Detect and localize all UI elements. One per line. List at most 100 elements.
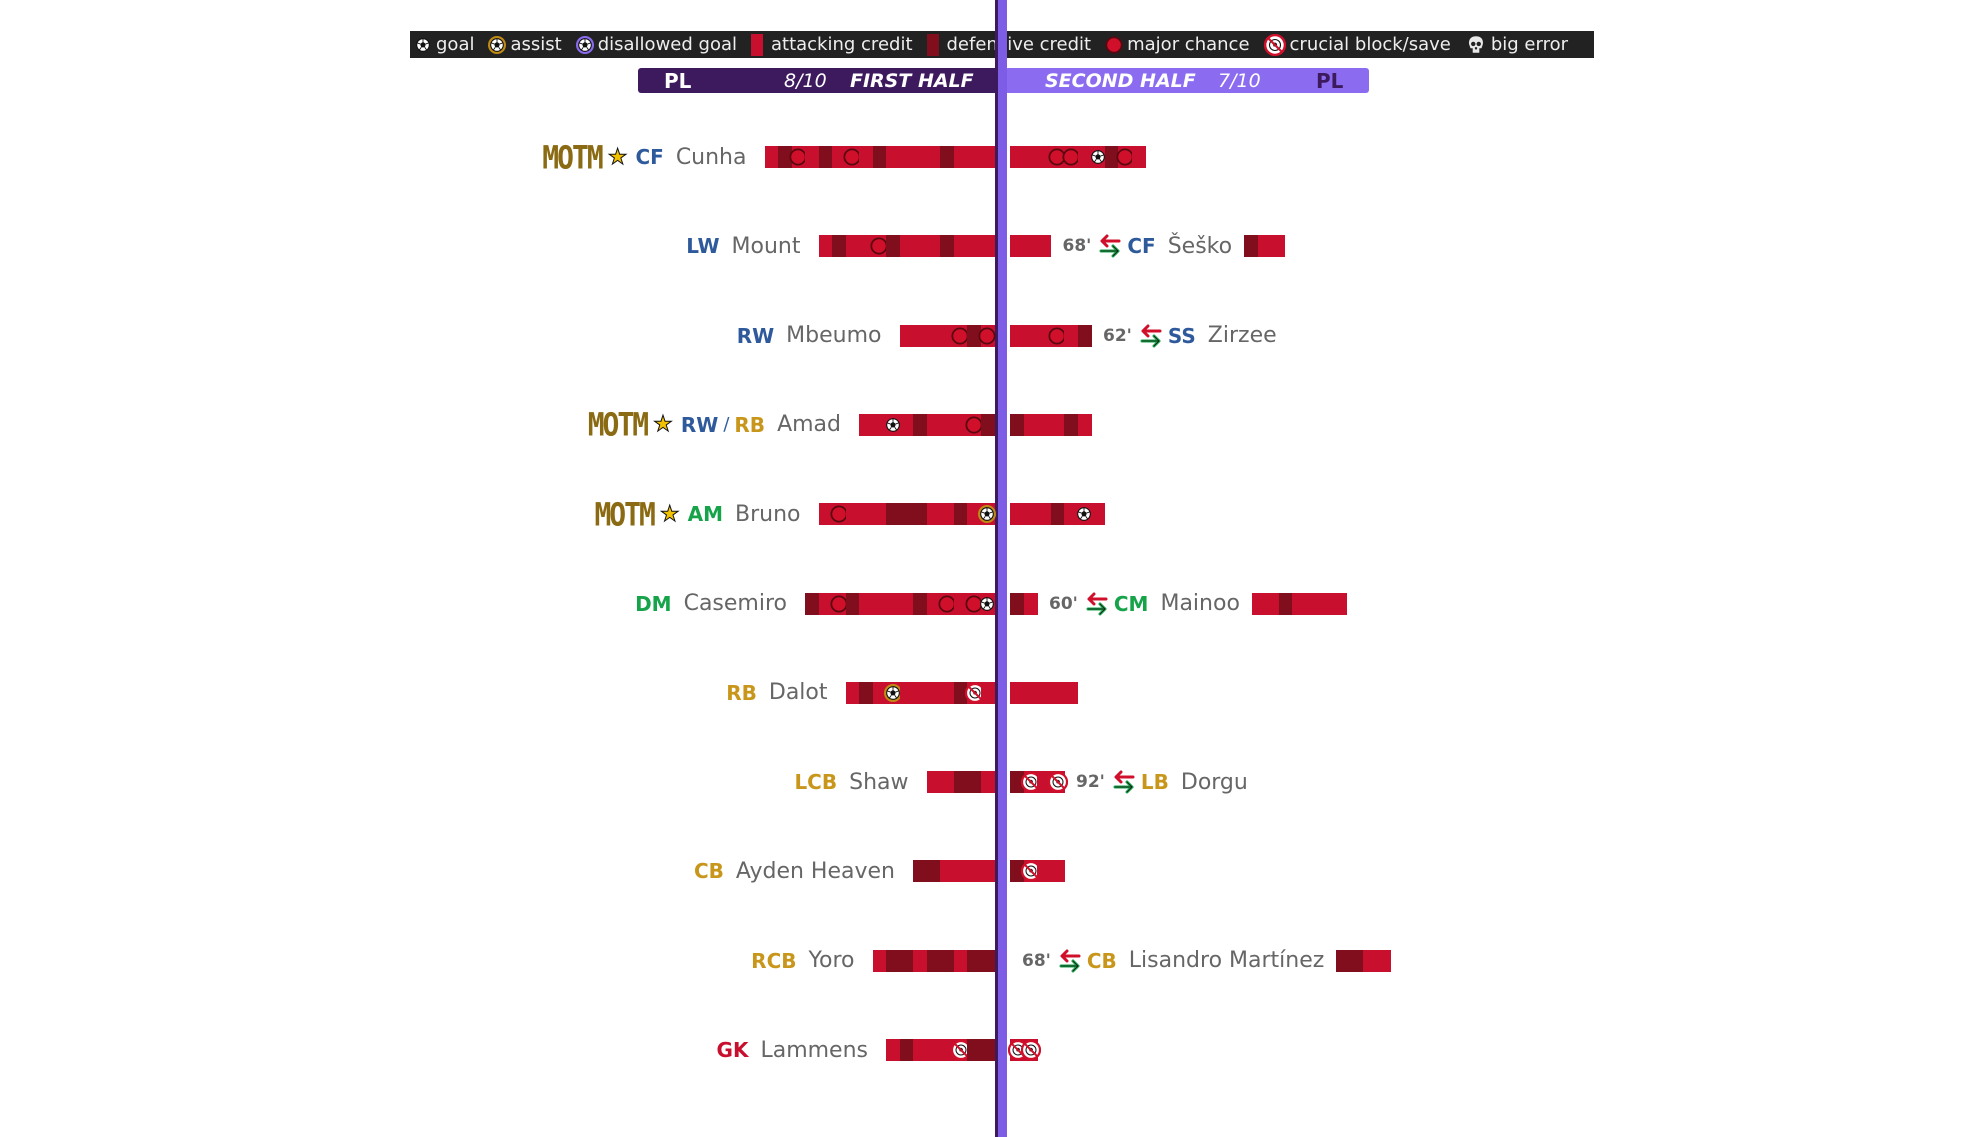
position-separator: /: [723, 414, 730, 436]
attacking-credit-segment: [1037, 235, 1052, 258]
attacking-credit-segment: [845, 681, 860, 704]
attacking-credit-segment: [805, 146, 820, 168]
attacking-credit-segment: [1376, 949, 1391, 972]
bar-sub-5: [1251, 592, 1348, 615]
defensive-credit-segment: [1104, 146, 1119, 168]
attacking-credit-segment: [899, 592, 914, 615]
defensive-credit-segment: [967, 324, 982, 347]
position-label: RB: [734, 412, 766, 437]
position-label: RB: [726, 680, 757, 705]
goal-icon: [414, 36, 432, 54]
player-name: Zirzee: [1207, 323, 1277, 349]
defensive-credit-icon: [926, 33, 943, 56]
motm-label: MOTM: [542, 138, 603, 176]
attacking-credit-segment: [913, 235, 928, 258]
attacking-credit-segment: [913, 146, 928, 168]
defensive-credit-segment: [1010, 413, 1025, 436]
major-chance-icon: [978, 327, 996, 345]
defensive-credit-segment: [1278, 592, 1294, 615]
player-name: Amad: [777, 412, 841, 438]
substitute-label-7: 92' LB Dorgu: [1076, 764, 1248, 800]
defensive-credit-segment: [980, 949, 995, 972]
attacking-credit-segment: [859, 503, 874, 526]
attacking-credit-segment: [859, 146, 874, 168]
bar-first-6: [845, 681, 995, 704]
attacking-credit-segment: [940, 681, 955, 704]
defensive-credit-segment: [1349, 949, 1364, 972]
starter-label-9: RCB Yoro: [751, 943, 854, 979]
attacking-credit-segment: [886, 146, 901, 168]
attacking-credit-segment: [940, 771, 955, 794]
bar-second-10: [1007, 1039, 1042, 1061]
position-label: RCB: [751, 948, 797, 973]
position-label: LB: [1140, 770, 1169, 795]
position-label: CB: [694, 859, 724, 884]
attacking-credit-segment: [980, 681, 995, 704]
player-name: Bruno: [735, 501, 801, 527]
attacking-credit-segment: [1271, 235, 1286, 258]
defensive-credit-segment: [1050, 503, 1065, 526]
substitution-minute: 92': [1076, 772, 1105, 793]
player-name: Casemiro: [683, 591, 787, 616]
defensive-credit-segment: [872, 146, 887, 168]
attacking-credit-segment: [940, 503, 955, 526]
player-name: Lisandro Martínez: [1128, 948, 1325, 974]
attacking-credit-segment: [886, 592, 901, 615]
legend-label: big error: [1490, 34, 1569, 55]
second-half-rating: 7/10: [1218, 69, 1261, 92]
crucial-block-save-icon: [964, 682, 985, 703]
bar-second-6: [1010, 681, 1079, 704]
attacking-credit-icon: [750, 33, 767, 56]
bar-second-4: [1010, 503, 1106, 526]
defensive-credit-segment: [980, 413, 995, 436]
starter-label-5: DM Casemiro: [635, 586, 787, 622]
bar-first-9: [872, 949, 995, 972]
attacking-credit-segment: [967, 860, 982, 883]
defensive-credit-segment: [818, 146, 833, 168]
starter-label-7: LCB Shaw: [794, 764, 908, 800]
attacking-credit-segment: [1037, 771, 1052, 794]
attacking-credit-segment: [1305, 592, 1321, 615]
attacking-credit-segment: [967, 503, 982, 526]
attacking-credit-segment: [1023, 324, 1038, 347]
attacking-credit-segment: [1037, 503, 1052, 526]
bar-first-7: [926, 771, 995, 794]
bar-first-5: [805, 592, 995, 615]
defensive-credit-segment: [886, 503, 901, 526]
defensive-credit-segment: [1010, 592, 1025, 615]
legend-item-big-error: big error: [1461, 34, 1572, 56]
bar-first-0: [764, 146, 995, 168]
player-name: Shaw: [849, 769, 909, 795]
attacking-credit-segment: [926, 324, 941, 347]
legend-label: attacking credit: [770, 34, 913, 55]
first-half-title: FIRST HALF: [850, 69, 974, 92]
motm-label: MOTM: [587, 405, 649, 444]
attacking-credit-segment: [926, 681, 941, 704]
defensive-credit-segment: [913, 413, 928, 436]
attacking-credit-segment: [926, 771, 941, 794]
starter-label-0: MOTM ★ CF Cunha: [542, 138, 746, 176]
attacking-credit-segment: [818, 592, 833, 615]
defensive-credit-segment: [967, 1039, 982, 1061]
substitution-icon: [1097, 233, 1123, 259]
bar-second-0: [1010, 146, 1146, 168]
attacking-credit-segment: [1037, 681, 1052, 704]
attacking-credit-segment: [1010, 146, 1025, 168]
defensive-credit-segment: [926, 860, 941, 883]
attacking-credit-segment: [1064, 503, 1079, 526]
substitution-icon: [1111, 769, 1137, 795]
attacking-credit-segment: [926, 592, 941, 615]
defensive-credit-segment: [940, 235, 955, 258]
attacking-credit-segment: [899, 146, 914, 168]
big-error-icon: [1465, 34, 1487, 56]
attacking-credit-segment: [1292, 592, 1307, 615]
starter-label-1: LW Mount: [686, 228, 800, 264]
position-label: RW: [680, 412, 719, 437]
attacking-credit-segment: [980, 860, 995, 883]
crucial-block-save-icon: [1021, 1039, 1042, 1061]
attacking-credit-segment: [926, 146, 941, 168]
attacking-credit-segment: [1010, 503, 1025, 526]
attacking-credit-segment: [1037, 146, 1052, 168]
attacking-credit-segment: [1037, 324, 1052, 347]
position-label: CB: [1086, 948, 1117, 973]
